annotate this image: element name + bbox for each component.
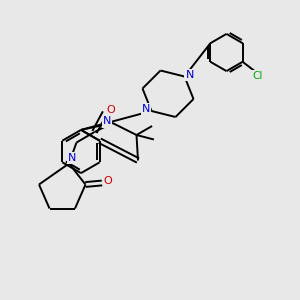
Text: N: N [68, 153, 76, 163]
Text: N: N [103, 116, 111, 127]
Text: N: N [185, 70, 194, 80]
Text: O: O [103, 176, 112, 187]
Text: N: N [142, 104, 150, 115]
Text: Cl: Cl [252, 70, 263, 81]
Text: O: O [106, 105, 115, 115]
